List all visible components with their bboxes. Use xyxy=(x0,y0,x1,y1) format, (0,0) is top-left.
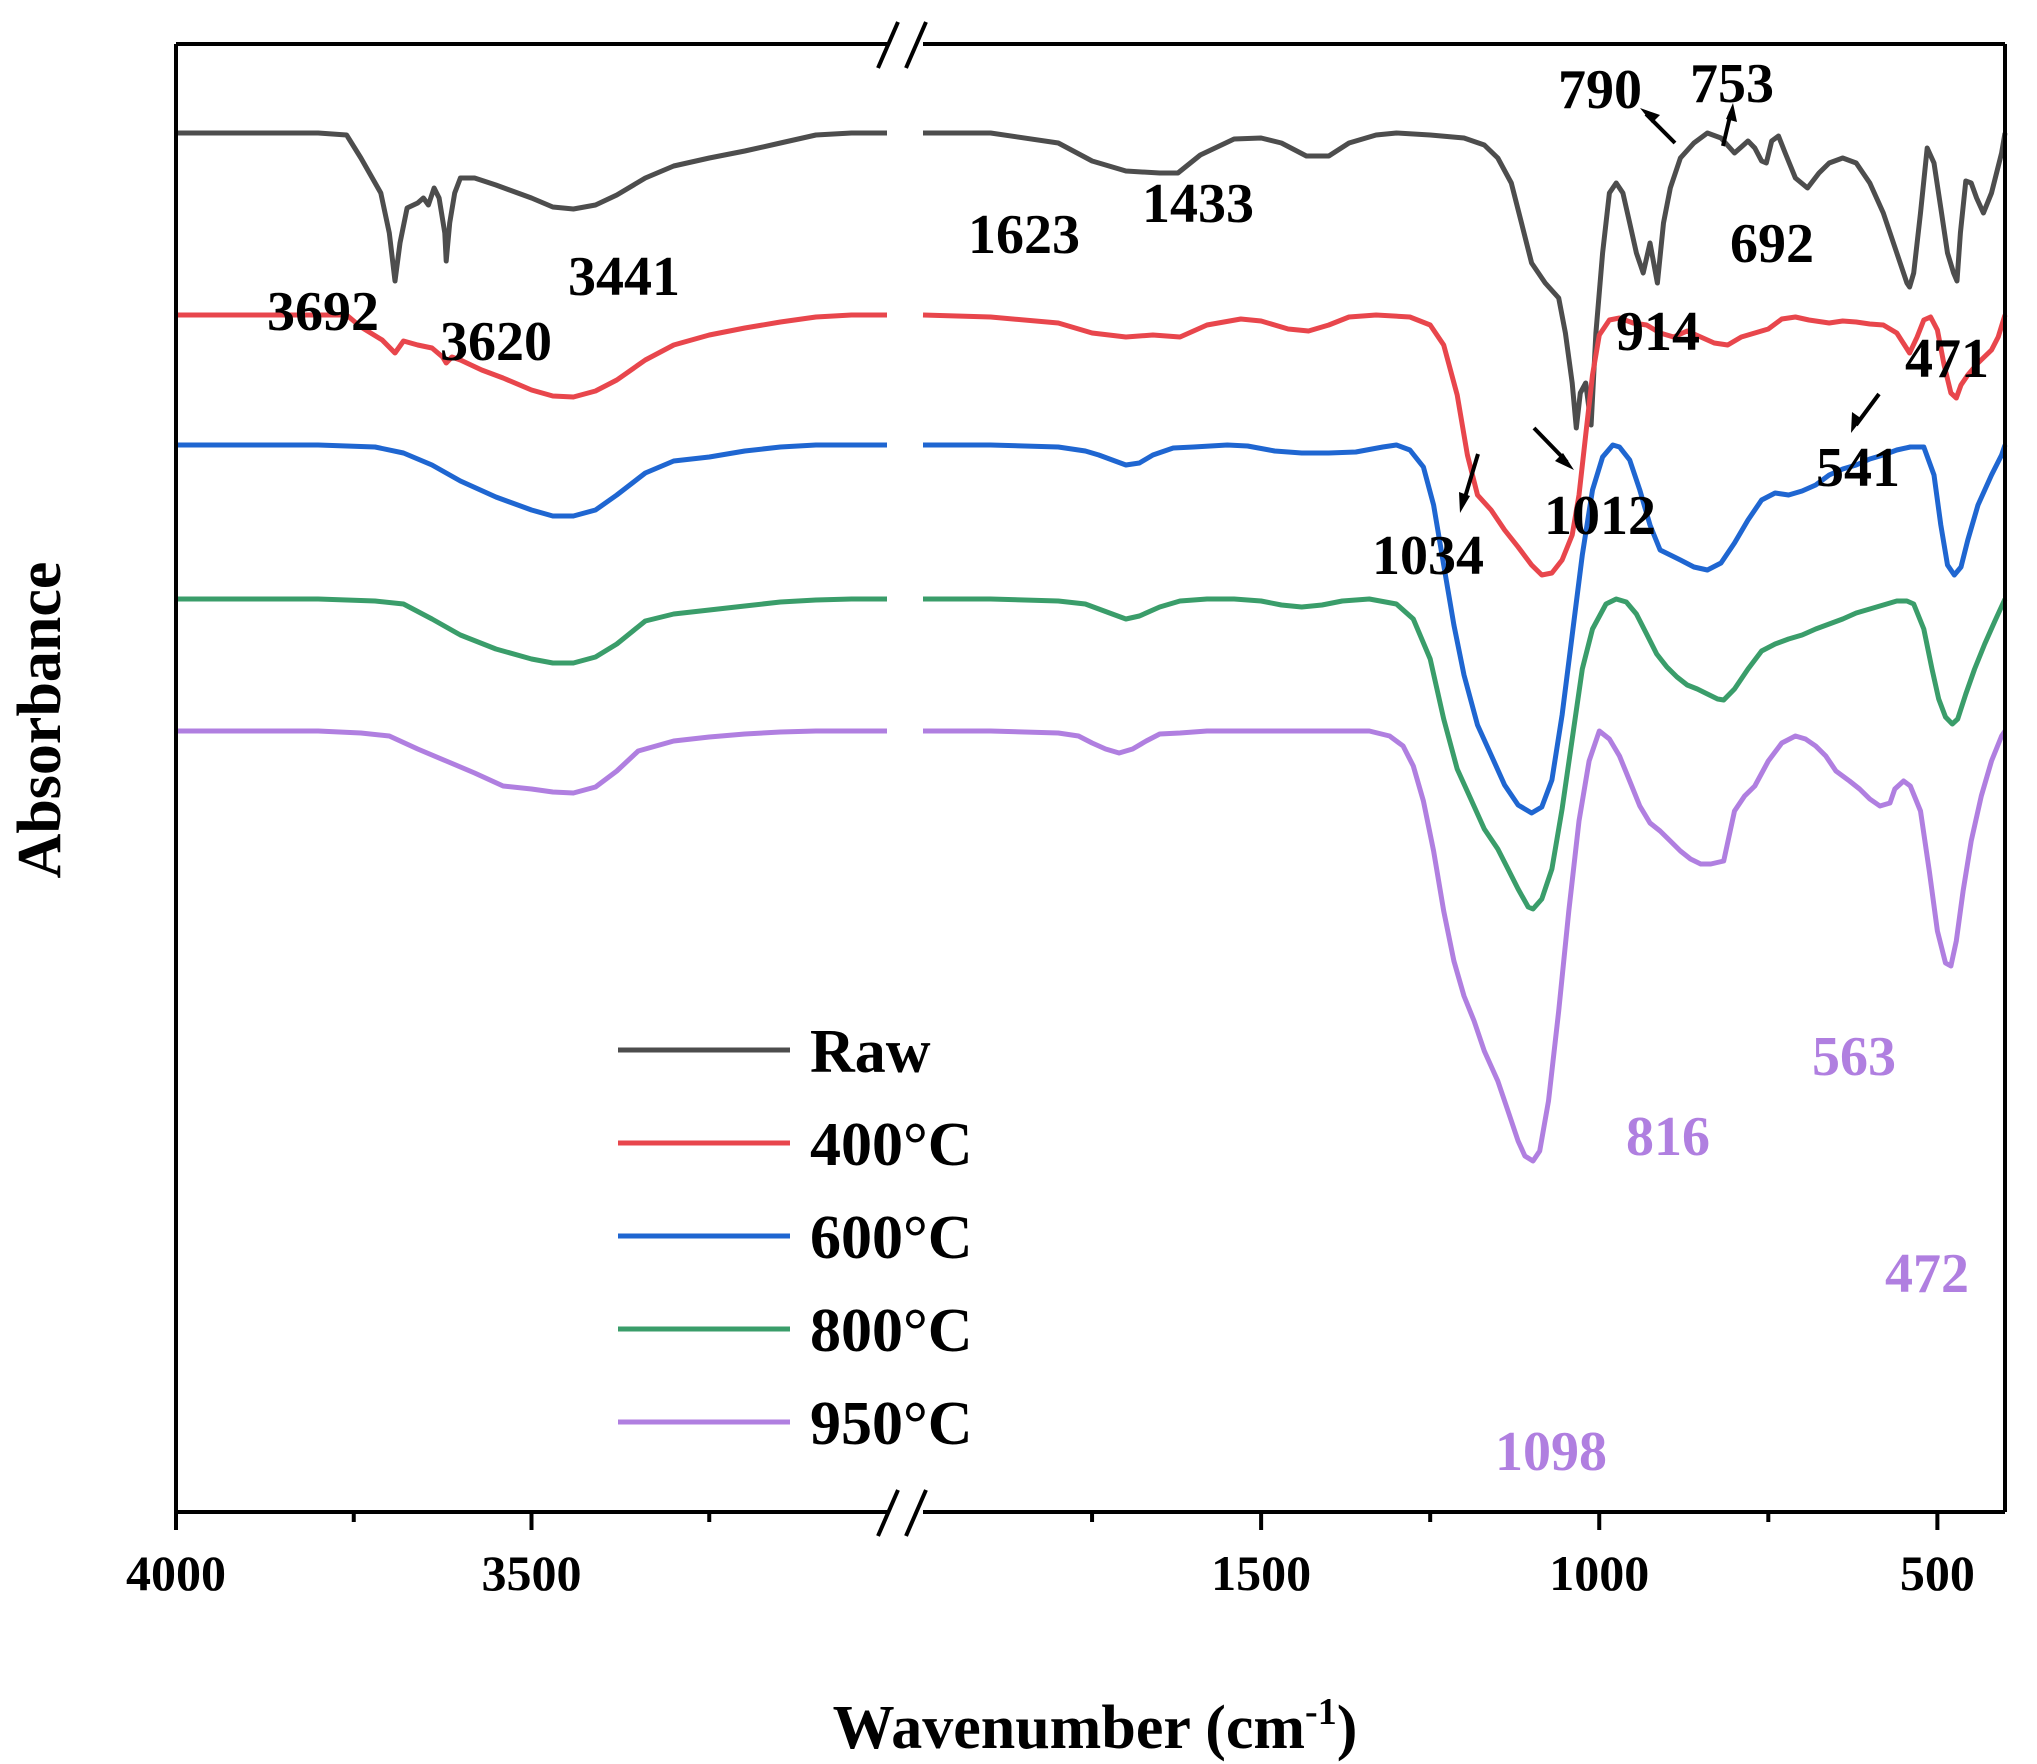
series-line-800c-right xyxy=(923,596,2008,912)
arrow-790 xyxy=(1640,108,1677,145)
x-axis-title: Wavenumber (cm-1) xyxy=(833,1691,1358,1762)
x-tick-label: 3500 xyxy=(482,1545,582,1601)
annotation-arrows xyxy=(1459,103,1881,513)
arrow-753 xyxy=(1721,103,1737,147)
legend-item-400c: 400°C xyxy=(618,1111,973,1179)
legend-label-800c: 800°C xyxy=(810,1297,973,1365)
annotation-692: 692 xyxy=(1730,213,1814,275)
x-tick-label: 500 xyxy=(1900,1545,1975,1601)
series-line-600c-right xyxy=(923,442,2008,816)
legend: Raw 400°C 600°C 800°C 950°C xyxy=(618,1018,973,1458)
legend-label-600c: 600°C xyxy=(810,1204,973,1272)
annotation-1433: 1433 xyxy=(1142,173,1254,235)
annotation-563: 563 xyxy=(1812,1026,1896,1088)
annotation-3692: 3692 xyxy=(267,281,379,343)
annotation-3441: 3441 xyxy=(568,246,680,308)
axes-frame xyxy=(174,42,2007,1514)
series-line-800c-left xyxy=(176,596,887,666)
annotation-816: 816 xyxy=(1626,1106,1710,1168)
x-tick-labels: 4000 3500 1500 1000 500 xyxy=(126,1545,1975,1601)
series-line-raw-left xyxy=(176,130,887,284)
x-tick-label: 1000 xyxy=(1549,1545,1649,1601)
legend-item-950c: 950°C xyxy=(618,1390,973,1458)
legend-label-raw: Raw xyxy=(810,1018,931,1086)
axis-break-top xyxy=(876,21,928,69)
x-tick-label: 4000 xyxy=(126,1545,226,1601)
series-lines xyxy=(176,130,2008,1164)
annotation-1098: 1098 xyxy=(1495,1421,1607,1483)
legend-label-950c: 950°C xyxy=(810,1390,973,1458)
legend-item-raw: Raw xyxy=(618,1018,931,1086)
series-line-400c-left xyxy=(176,312,887,400)
series-line-raw-right xyxy=(923,130,2008,431)
series-line-600c-left xyxy=(176,442,887,519)
annotation-471: 471 xyxy=(1905,328,1989,390)
annotation-753: 753 xyxy=(1690,53,1774,115)
x-tick-label: 1500 xyxy=(1211,1545,1311,1601)
annotation-1034: 1034 xyxy=(1372,525,1484,587)
annotation-1012: 1012 xyxy=(1544,485,1656,547)
arrow-1034 xyxy=(1459,453,1480,513)
series-line-950c-right xyxy=(923,728,2008,1164)
series-line-950c-left xyxy=(176,728,887,796)
legend-label-400c: 400°C xyxy=(810,1111,973,1179)
series-line-400c-right xyxy=(922,312,2008,578)
legend-item-600c: 600°C xyxy=(618,1204,973,1272)
axis-break-bottom xyxy=(876,1489,928,1537)
y-axis-title: Absorbance xyxy=(6,562,74,879)
annotation-790: 790 xyxy=(1558,59,1642,121)
annotation-1623: 1623 xyxy=(968,204,1080,266)
annotation-3620: 3620 xyxy=(440,311,552,373)
annotations: 3692 3620 3441 1623 1433 790 753 692 914… xyxy=(267,53,1989,1483)
legend-item-800c: 800°C xyxy=(618,1297,973,1365)
arrow-1012 xyxy=(1532,426,1574,470)
annotation-541: 541 xyxy=(1816,437,1900,499)
arrow-541 xyxy=(1851,392,1881,433)
annotation-472: 472 xyxy=(1885,1243,1969,1305)
annotation-914: 914 xyxy=(1616,301,1700,363)
x-ticks xyxy=(174,1512,1940,1530)
